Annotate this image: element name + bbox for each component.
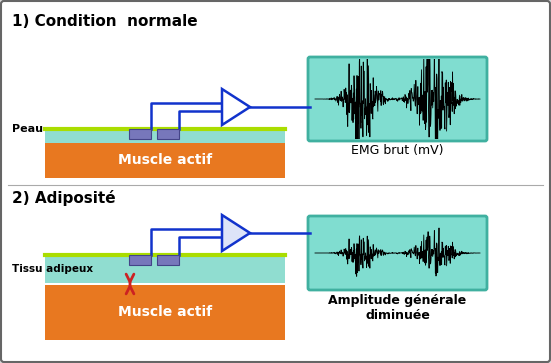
Text: Muscle actif: Muscle actif [118,154,212,167]
Text: Amplitude générale
diminuée: Amplitude générale diminuée [328,294,467,322]
Text: Muscle actif: Muscle actif [118,306,212,319]
Polygon shape [222,89,250,125]
Text: Tissu adipeux: Tissu adipeux [12,264,93,274]
Bar [45,255,285,283]
Text: 1) Condition  normale: 1) Condition normale [12,14,198,29]
Bar [45,129,285,143]
FancyBboxPatch shape [308,216,487,290]
Text: Peau: Peau [12,124,43,134]
Bar [157,129,179,139]
FancyBboxPatch shape [308,57,487,141]
Bar [129,129,151,139]
Bar [157,255,179,265]
Bar [45,143,285,178]
Text: 2) Adiposité: 2) Adiposité [12,190,116,206]
Bar [129,255,151,265]
Polygon shape [222,215,250,251]
Bar [45,285,285,340]
Text: EMG brut (mV): EMG brut (mV) [351,144,444,157]
